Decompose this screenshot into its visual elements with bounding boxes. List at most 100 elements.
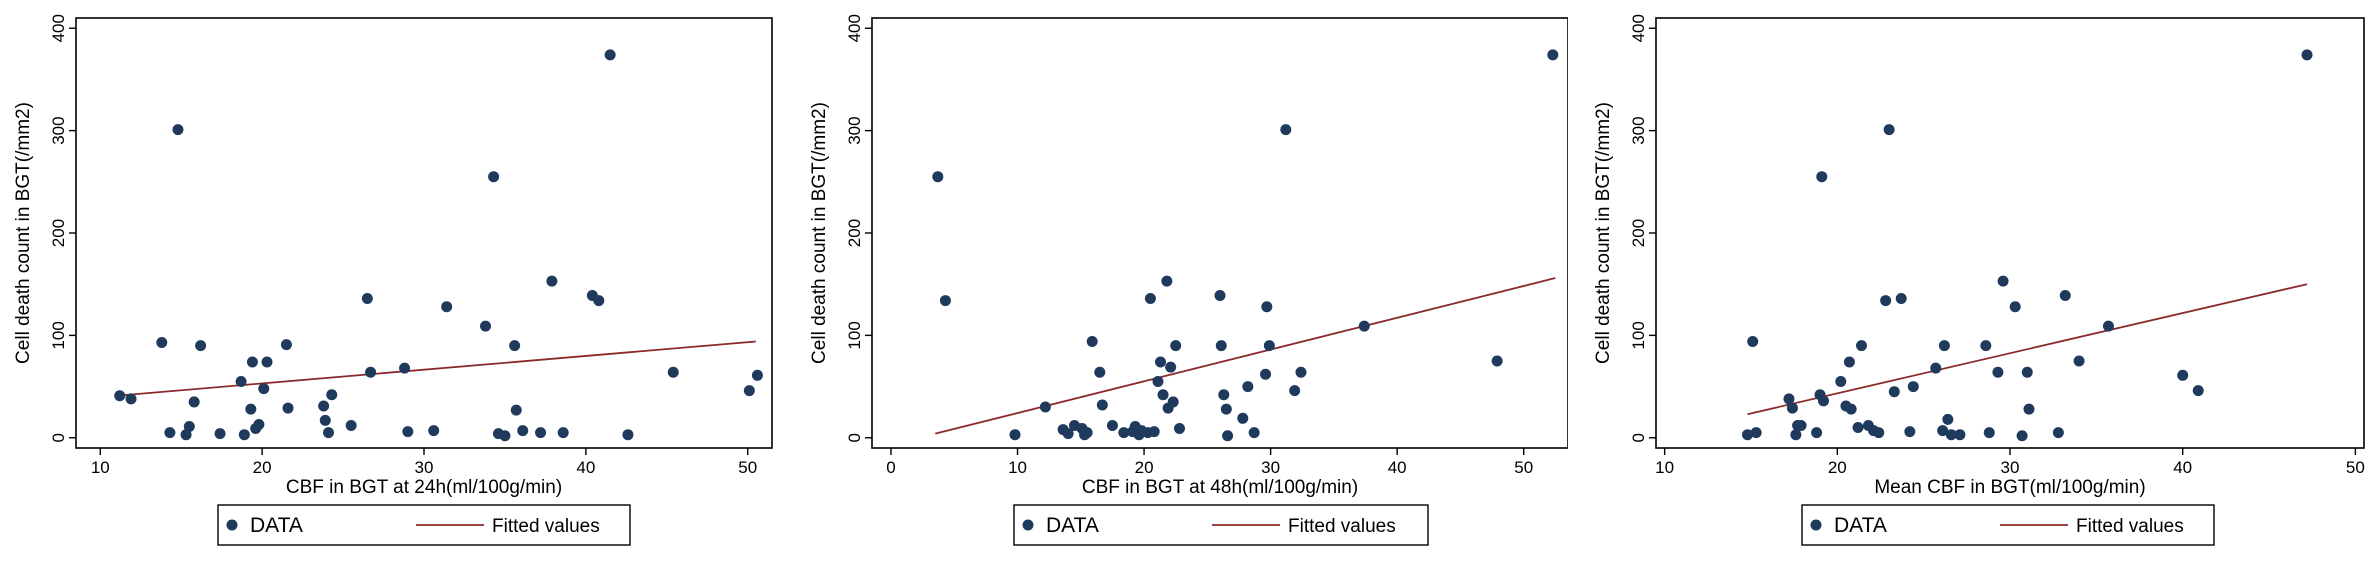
y-tick-label: 300 — [49, 116, 68, 144]
legend-data-label: DATA — [1834, 514, 1887, 537]
data-point — [1242, 381, 1254, 393]
data-point — [667, 366, 679, 378]
data-point — [2192, 385, 2204, 397]
fitted-line — [116, 340, 756, 397]
legend-data-marker — [226, 519, 238, 531]
legend-fit-label: Fitted values — [1288, 516, 1396, 537]
y-tick-label: 0 — [49, 433, 68, 442]
data-point — [1942, 413, 1954, 425]
data-point — [1992, 366, 2004, 378]
y-tick-label: 100 — [1629, 321, 1648, 349]
data-point — [1855, 340, 1867, 352]
y-tick-label: 0 — [1629, 433, 1648, 442]
y-tick-label: 200 — [845, 219, 864, 247]
legend-fit-label: Fitted values — [2076, 516, 2184, 537]
data-point — [1062, 428, 1074, 440]
x-axis-title: Mean CBF in BGT(ml/100g/min) — [1874, 477, 2145, 498]
data-point — [1165, 361, 1177, 373]
data-point — [1248, 427, 1260, 439]
data-point — [1816, 171, 1828, 183]
data-point — [488, 171, 500, 183]
data-point — [622, 429, 634, 441]
data-point — [546, 275, 558, 287]
data-point — [2177, 369, 2189, 381]
data-point — [2102, 320, 2114, 332]
data-point — [517, 425, 529, 437]
fitted-line — [935, 277, 1556, 435]
data-point — [345, 419, 357, 431]
y-tick-label: 400 — [845, 14, 864, 42]
data-point — [1144, 293, 1156, 305]
data-point — [1157, 389, 1169, 401]
data-point — [535, 427, 547, 439]
data-point — [164, 427, 176, 439]
data-point — [2073, 355, 2085, 367]
data-point — [1218, 389, 1230, 401]
data-point — [1783, 393, 1795, 405]
data-point — [1096, 399, 1108, 411]
data-point — [195, 340, 207, 352]
x-tick-label: 40 — [2173, 458, 2192, 477]
data-point — [1148, 426, 1160, 438]
data-point — [1237, 412, 1249, 424]
data-point — [1222, 430, 1234, 442]
data-point — [245, 403, 257, 415]
y-tick-label: 300 — [845, 116, 864, 144]
data-point — [1795, 419, 1807, 431]
data-point — [1997, 275, 2009, 287]
data-point — [2301, 49, 2313, 61]
data-point — [1888, 386, 1900, 398]
data-point — [1938, 340, 1950, 352]
data-point — [1152, 375, 1164, 387]
data-point — [1289, 385, 1301, 397]
data-point — [1945, 429, 1957, 441]
y-tick-label: 100 — [49, 321, 68, 349]
data-point — [402, 426, 414, 438]
data-point — [214, 428, 226, 440]
x-axis-title: CBF in BGT at 48h(ml/100g/min) — [1082, 477, 1358, 498]
data-point — [604, 49, 616, 61]
x-tick-label: 10 — [1655, 458, 1674, 477]
data-point — [172, 124, 184, 136]
data-point — [510, 404, 522, 416]
data-point — [1170, 340, 1182, 352]
data-point — [114, 390, 126, 402]
data-point — [1742, 429, 1754, 441]
data-point — [1263, 340, 1275, 352]
y-tick-label: 200 — [49, 219, 68, 247]
data-point — [2059, 289, 2071, 301]
data-point — [1161, 275, 1173, 287]
x-tick-label: 30 — [415, 458, 434, 477]
data-point — [326, 389, 338, 401]
data-point — [1895, 293, 1907, 305]
data-point — [1873, 427, 1885, 439]
data-point — [1790, 429, 1802, 441]
data-point — [365, 366, 377, 378]
data-point — [235, 375, 247, 387]
data-point — [188, 396, 200, 408]
x-tick-label: 40 — [576, 458, 595, 477]
data-point — [743, 385, 755, 397]
data-point — [280, 339, 292, 351]
fitted-line — [1747, 283, 2308, 416]
data-point — [939, 295, 951, 307]
data-point — [1880, 295, 1892, 307]
data-point — [1280, 124, 1292, 136]
x-tick-label: 30 — [1261, 458, 1280, 477]
scatter-chart-mean: 0 100 200 300 400 10 20 30 40 50 Mean CBF in BGT(m… — [1593, 14, 2365, 546]
data-point — [361, 293, 373, 305]
data-point — [751, 369, 763, 381]
data-point — [1214, 289, 1226, 301]
x-tick-label: 40 — [1388, 458, 1407, 477]
data-point — [1260, 368, 1272, 380]
data-point — [1811, 427, 1823, 439]
data-point — [1118, 427, 1130, 439]
data-point — [2009, 301, 2021, 313]
data-point — [323, 427, 335, 439]
x-tick-label: 0 — [886, 458, 895, 477]
data-point — [1843, 356, 1855, 368]
data-point — [1852, 422, 1864, 434]
data-point — [1009, 429, 1021, 441]
x-tick-label: 50 — [1514, 458, 1533, 477]
data-point — [1835, 375, 1847, 387]
